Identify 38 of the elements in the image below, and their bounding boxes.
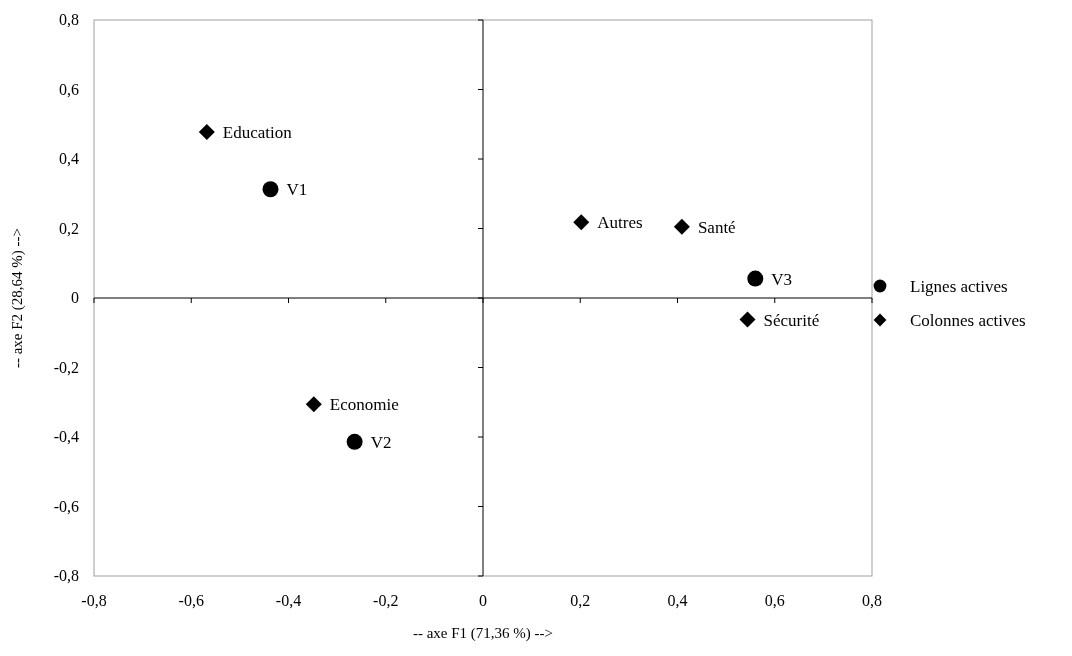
annotation: Sécurité	[763, 310, 820, 330]
legend-label: Lignes actives	[910, 277, 1008, 296]
annotation: V2	[370, 432, 392, 452]
y-tick-label: -0,2	[53, 358, 79, 376]
point	[198, 123, 215, 140]
point	[346, 433, 363, 450]
x-tick-label: 0,2	[570, 592, 591, 609]
y-tick-label: 0,8	[59, 11, 79, 28]
y-tick-label: 0,6	[59, 80, 79, 98]
x-tick-label: 0,6	[764, 592, 785, 609]
point	[573, 214, 590, 231]
x-tick-label: -0,4	[275, 592, 302, 609]
y-tick-label: -0,8	[53, 567, 79, 584]
point	[739, 311, 756, 328]
y-axis-title: -- axe F2 (28,64 %) -->	[9, 227, 26, 369]
y-tick-label: -0,6	[53, 497, 79, 515]
y-tick-label: 0,2	[59, 219, 79, 237]
y-tick-label: 0,4	[59, 150, 79, 167]
point	[305, 396, 322, 413]
y-tick-label: 0	[71, 289, 79, 306]
point	[673, 218, 690, 235]
annotation: Education	[222, 122, 293, 142]
point	[747, 270, 764, 287]
x-tick-label: 0	[479, 592, 487, 609]
x-tick-label: -0,2	[373, 592, 399, 609]
annotation: Autres	[597, 213, 643, 233]
legend-label: Colonnes actives	[910, 311, 1026, 330]
y-tick-label: -0,4	[53, 428, 79, 445]
x-tick-label: 0,4	[667, 592, 688, 609]
x-tick-label: -0,6	[178, 592, 204, 609]
point	[262, 181, 279, 198]
annotation: V1	[286, 180, 308, 200]
annotation: Economie	[329, 395, 399, 415]
x-tick-label: -0,8	[81, 592, 107, 609]
x-axis-title: -- axe F1 (71,36 %) -->	[412, 625, 554, 642]
annotation: V3	[771, 269, 793, 289]
annotation: Santé	[697, 217, 736, 237]
x-tick-label: 0,8	[862, 592, 882, 609]
